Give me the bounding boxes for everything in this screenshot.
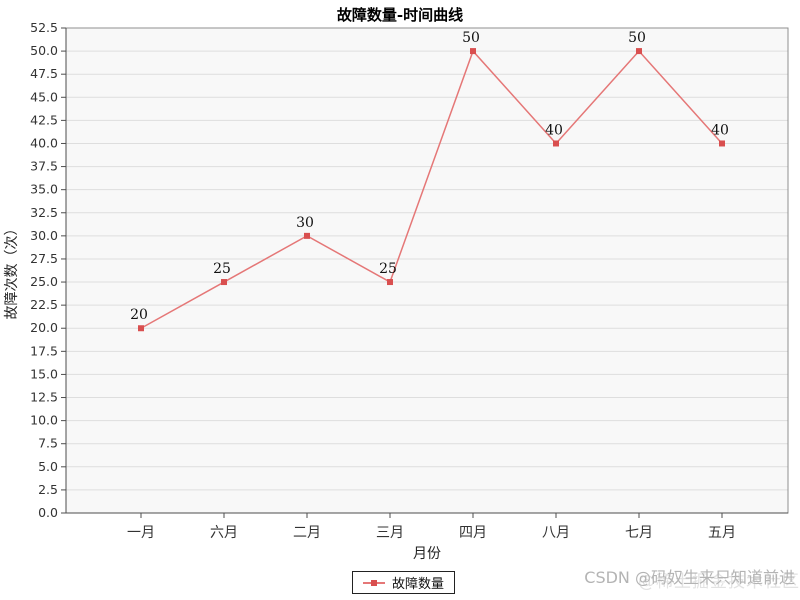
x-tick-label: 四月 xyxy=(459,525,487,541)
data-point-marker xyxy=(636,48,642,55)
y-tick-label: 20.0 xyxy=(30,320,58,335)
y-tick-label: 42.5 xyxy=(30,112,58,127)
legend-series-label: 故障数量 xyxy=(392,577,445,592)
data-point-label: 25 xyxy=(213,261,231,277)
y-tick-label: 40.0 xyxy=(30,135,58,150)
x-tick-label: 六月 xyxy=(210,525,238,541)
x-tick-label: 三月 xyxy=(376,525,404,541)
y-tick-label: 52.5 xyxy=(30,20,58,35)
data-point-marker xyxy=(221,279,227,286)
y-tick-label: 7.5 xyxy=(38,436,58,451)
data-point-label: 30 xyxy=(296,215,314,231)
y-tick-label: 47.5 xyxy=(30,66,58,81)
series-line xyxy=(140,49,723,329)
y-tick-label: 15.0 xyxy=(30,366,58,381)
x-tick-label: 二月 xyxy=(293,525,321,541)
data-point-label: 40 xyxy=(711,122,729,138)
data-point-marker xyxy=(304,232,310,239)
y-tick-label: 2.5 xyxy=(38,482,58,497)
y-tick-label: 37.5 xyxy=(30,159,58,174)
plot-area xyxy=(66,28,788,513)
data-point-label: 20 xyxy=(130,307,148,323)
data-point-label: 50 xyxy=(462,30,480,46)
y-tick-label: 32.5 xyxy=(30,205,58,220)
y-tick-label: 0.0 xyxy=(38,505,58,520)
y-axis-title: 故障次数（次） xyxy=(4,222,20,320)
legend: 故障数量 xyxy=(352,571,456,594)
x-tick-label: 五月 xyxy=(708,525,736,541)
y-tick-label: 50.0 xyxy=(30,43,58,58)
y-tick-label: 27.5 xyxy=(30,251,58,266)
y-tick-label: 12.5 xyxy=(30,390,58,405)
y-tick-label: 35.0 xyxy=(30,182,58,197)
y-tick-label: 17.5 xyxy=(30,343,58,358)
data-point-marker xyxy=(387,279,393,286)
x-axis-title: 月份 xyxy=(413,546,441,562)
data-point-label: 25 xyxy=(379,261,397,277)
y-tick-label: 10.0 xyxy=(30,413,58,428)
y-tick-label: 5.0 xyxy=(38,459,58,474)
data-point-label: 40 xyxy=(545,122,563,138)
data-point-label: 50 xyxy=(628,30,646,46)
data-point-marker xyxy=(553,140,559,147)
legend-square-icon xyxy=(371,579,377,586)
data-point-marker xyxy=(719,140,725,147)
y-tick-label: 30.0 xyxy=(30,228,58,243)
y-tick-label: 45.0 xyxy=(30,89,58,104)
y-tick-label: 25.0 xyxy=(30,274,58,289)
data-point-marker xyxy=(138,325,144,332)
legend-series-marker-icon xyxy=(363,579,385,587)
chart-title: 故障数量-时间曲线 xyxy=(336,6,464,24)
x-tick-label: 一月 xyxy=(127,525,155,541)
y-tick-label: 22.5 xyxy=(30,297,58,312)
data-point-marker xyxy=(470,48,476,55)
x-tick-label: 七月 xyxy=(625,525,653,541)
x-tick-label: 八月 xyxy=(542,525,570,541)
